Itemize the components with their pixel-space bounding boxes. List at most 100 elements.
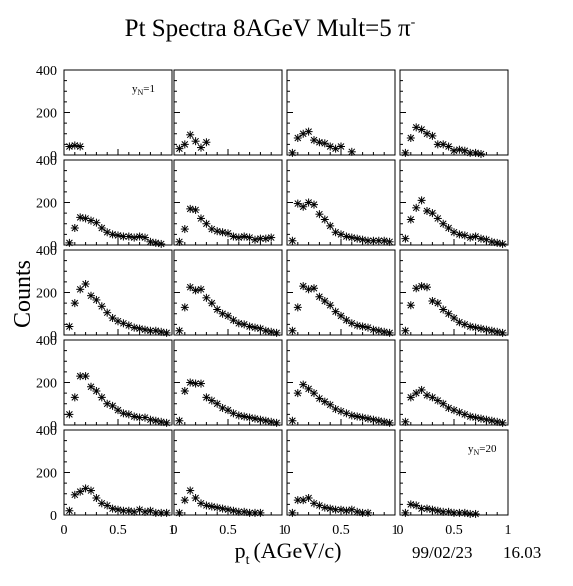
date-stamp: 99/02/23 bbox=[412, 543, 472, 562]
data-point bbox=[251, 414, 259, 423]
x-tick-label: 1 bbox=[505, 523, 512, 538]
data-point bbox=[65, 142, 74, 151]
panel-19: 0 0.5 1 bbox=[284, 429, 399, 538]
data-point bbox=[493, 417, 502, 426]
x-tick-label: 0 bbox=[397, 523, 404, 538]
y-tick-label: 0 bbox=[50, 419, 57, 434]
data-point bbox=[245, 322, 254, 331]
y-tick-label: 0 bbox=[50, 329, 57, 344]
data-point bbox=[261, 234, 270, 243]
data-point bbox=[498, 328, 507, 337]
data-point bbox=[466, 412, 475, 421]
data-point bbox=[380, 417, 389, 426]
data-point bbox=[267, 233, 276, 242]
panel-20: 0 0.5 1 yN=20 bbox=[397, 429, 512, 538]
data-point bbox=[358, 413, 367, 422]
data-point bbox=[374, 416, 383, 425]
data-point bbox=[245, 508, 254, 517]
data-point bbox=[364, 414, 372, 423]
x-axis-label: pt (AGeV/c) bbox=[235, 538, 342, 568]
data-point bbox=[76, 142, 85, 151]
data-point bbox=[130, 412, 139, 421]
data-point bbox=[103, 308, 112, 317]
data-point bbox=[304, 494, 313, 502]
data-point bbox=[444, 309, 453, 318]
data-point bbox=[326, 504, 335, 513]
data-point bbox=[428, 505, 437, 514]
data-point bbox=[342, 232, 351, 241]
data-point bbox=[70, 393, 79, 402]
data-point bbox=[224, 505, 232, 514]
data-point bbox=[81, 280, 90, 288]
data-point bbox=[498, 418, 507, 427]
data-point bbox=[385, 328, 394, 337]
panel-9: 0 200 400 bbox=[36, 244, 173, 344]
x-axis-label-unit: (AGeV/c) bbox=[253, 538, 341, 563]
data-point bbox=[331, 505, 340, 514]
data-point bbox=[92, 295, 101, 304]
y-tick-label: 400 bbox=[36, 154, 57, 169]
data-point bbox=[450, 146, 458, 155]
data-point bbox=[412, 203, 421, 212]
data-point bbox=[124, 232, 133, 241]
data-point bbox=[141, 233, 149, 242]
data-point bbox=[482, 325, 491, 334]
data-point bbox=[406, 215, 415, 224]
x-tick-label: 1 bbox=[392, 523, 399, 538]
data-point bbox=[406, 500, 415, 509]
data-point bbox=[180, 496, 189, 505]
data-point bbox=[70, 224, 79, 232]
data-point bbox=[162, 418, 171, 427]
data-point bbox=[202, 501, 211, 510]
data-point bbox=[337, 311, 345, 320]
data-point bbox=[428, 209, 437, 218]
data-point bbox=[251, 235, 259, 244]
data-point bbox=[92, 494, 101, 502]
x-tick-label: 1 bbox=[279, 523, 286, 538]
data-point bbox=[146, 415, 155, 424]
data-point bbox=[401, 234, 410, 243]
data-point bbox=[70, 141, 79, 150]
data-point bbox=[299, 380, 308, 389]
data-point bbox=[234, 507, 243, 516]
data-point bbox=[135, 324, 144, 333]
data-point bbox=[428, 131, 437, 140]
data-point bbox=[417, 125, 426, 134]
data-point bbox=[213, 227, 222, 236]
data-point bbox=[87, 486, 95, 495]
data-point bbox=[87, 291, 95, 300]
data-point bbox=[186, 378, 195, 387]
data-point bbox=[482, 415, 491, 424]
panel-3 bbox=[286, 69, 396, 157]
data-point bbox=[444, 507, 453, 516]
data-point bbox=[175, 144, 184, 153]
data-point bbox=[455, 145, 464, 154]
data-point bbox=[213, 399, 222, 408]
data-point bbox=[65, 238, 74, 247]
data-point bbox=[477, 234, 485, 243]
data-point bbox=[487, 237, 496, 246]
x-tick-label: 0.5 bbox=[219, 523, 237, 538]
data-point bbox=[213, 503, 222, 512]
data-point bbox=[477, 149, 485, 158]
data-point bbox=[213, 305, 222, 314]
data-point bbox=[234, 319, 243, 328]
data-point bbox=[65, 410, 74, 419]
data-point bbox=[272, 418, 281, 427]
data-point bbox=[245, 413, 254, 422]
data-point bbox=[114, 231, 122, 240]
data-point bbox=[207, 299, 216, 308]
data-point bbox=[439, 219, 448, 228]
data-point bbox=[130, 233, 139, 242]
data-point bbox=[267, 327, 276, 336]
data-point bbox=[471, 509, 480, 518]
data-point bbox=[288, 416, 297, 425]
data-point bbox=[487, 326, 496, 335]
data-point bbox=[186, 130, 195, 139]
panel-16 bbox=[399, 339, 509, 427]
data-point bbox=[487, 416, 496, 425]
y-tick-label: 400 bbox=[36, 334, 57, 349]
data-point bbox=[347, 233, 356, 242]
data-point bbox=[439, 507, 448, 516]
y-tick-label: 200 bbox=[36, 107, 57, 122]
